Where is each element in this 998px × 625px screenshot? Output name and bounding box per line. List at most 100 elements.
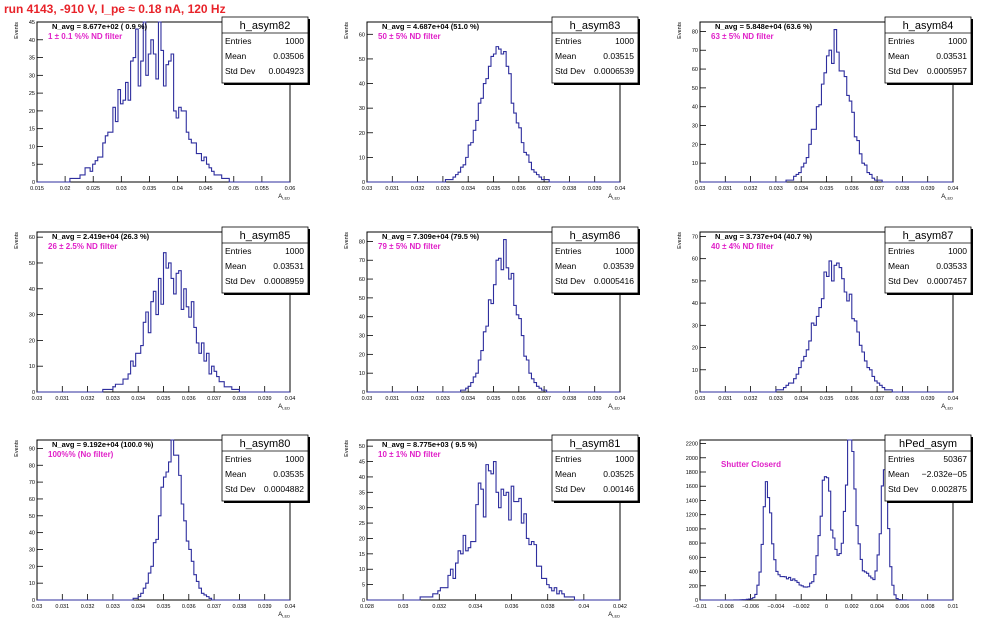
y-tick-label: 5 (32, 162, 35, 168)
stats-label: Mean (555, 469, 577, 479)
y-tick-label: 10 (359, 371, 365, 377)
histogram-panel-h_asym83: 0 10 20 30 40 50 60 0.03 0.031 0.032 0.033 0.034 0.0… (344, 16, 640, 201)
y-tick-label: 1600 (686, 484, 698, 490)
stats-label: Std Dev (888, 276, 919, 286)
y-tick-label: 10 (29, 581, 35, 587)
y-tick-label: 60 (359, 277, 365, 283)
stats-value: 0.0007457 (927, 276, 967, 286)
x-tick-label: 0.03 (32, 396, 43, 402)
stats-box (884, 434, 972, 502)
stats-value: 50367 (943, 454, 967, 464)
y-axis-label: Events (14, 22, 20, 39)
y-tick-label: 20 (359, 536, 365, 542)
x-axis-label-sub: LED (282, 406, 290, 411)
x-axis-label: ALED (278, 194, 290, 201)
stats-label: Mean (888, 261, 910, 271)
x-tick-label: 0.033 (769, 186, 783, 192)
y-tick-label: 5 (362, 583, 365, 589)
y-tick-label: 50 (359, 57, 365, 63)
y-tick-label: 70 (359, 258, 365, 264)
stats-value: 1000 (285, 454, 304, 464)
histogram-panel-hPed_asym: 0 200 400 600 800 1000 1200 1400 1600 1800 2000 220… (686, 434, 973, 610)
x-tick-label: 0.02 (60, 186, 71, 192)
y-tick-label: 20 (359, 352, 365, 358)
stats-label: Std Dev (555, 484, 586, 494)
stats-label: Mean (225, 469, 247, 479)
x-tick-label: 0.035 (820, 396, 834, 402)
stats-label: Mean (225, 51, 247, 61)
x-tick-label: 0.037 (537, 396, 551, 402)
x-tick-label: 0.035 (157, 396, 171, 402)
y-axis-label: Events (677, 232, 683, 249)
x-tick-label: 0.01 (948, 604, 959, 610)
navg-text: N_avg = 8.775e+03 ( 9.5 %) (382, 440, 478, 449)
histogram-line (367, 238, 620, 393)
stats-label: Mean (555, 51, 577, 61)
stats-label: Entries (225, 454, 251, 464)
x-tick-label: 0.037 (537, 186, 551, 192)
x-tick-label: 0.032 (744, 396, 758, 402)
filter-annotation: Shutter Closerd (721, 460, 781, 469)
x-tick-label: 0.004 (870, 604, 884, 610)
stats-value: 0.004923 (269, 66, 305, 76)
navg-text: N_avg = 9.192e+04 (100.0 %) (52, 440, 154, 449)
x-tick-label: 0.038 (896, 186, 910, 192)
x-tick-label: 0.038 (233, 604, 247, 610)
stats-label: Entries (555, 36, 581, 46)
x-tick-label: 0.038 (563, 186, 577, 192)
y-tick-label: 40 (692, 105, 698, 111)
y-tick-label: 2000 (686, 456, 698, 462)
x-tick-label: 0.035 (157, 604, 171, 610)
y-tick-label: 600 (689, 555, 698, 561)
x-tick-label: 0.055 (255, 186, 269, 192)
y-tick-label: 70 (692, 48, 698, 54)
y-tick-label: 30 (359, 334, 365, 340)
x-tick-label: 0.015 (30, 186, 44, 192)
y-tick-label: 60 (29, 235, 35, 241)
x-tick-label: −0.008 (717, 604, 734, 610)
x-tick-label: 0.033 (106, 604, 120, 610)
y-tick-label: 35 (359, 490, 365, 496)
y-tick-label: 30 (692, 124, 698, 130)
x-tick-label: 0.036 (512, 396, 526, 402)
stats-title: h_asym81 (570, 438, 621, 450)
stats-value: −2.032e−05 (922, 469, 968, 479)
stats-title: h_asym84 (903, 20, 954, 32)
y-tick-label: 45 (359, 460, 365, 466)
filter-annotation: 10 ± 1% ND filter (378, 450, 441, 459)
x-tick-label: 0.036 (845, 186, 859, 192)
y-tick-label: 10 (29, 364, 35, 370)
x-tick-label: 0.034 (461, 396, 475, 402)
y-tick-label: 20 (29, 564, 35, 570)
histogram-panel-h_asym86: 0 10 20 30 40 50 60 70 80 0.03 0.031 0.032 0.033 0.03… (344, 226, 640, 411)
navg-text: N_avg = 7.309e+04 (79.5 %) (382, 232, 480, 241)
stats-value: 0.03515 (603, 51, 634, 61)
stats-label: Entries (555, 246, 581, 256)
y-tick-label: 40 (29, 287, 35, 293)
y-tick-label: 45 (29, 20, 35, 26)
y-tick-label: 20 (29, 338, 35, 344)
y-tick-label: 40 (29, 38, 35, 44)
x-axis-label-sub: LED (612, 196, 620, 201)
filter-annotation: 63 ± 5% ND filter (711, 32, 774, 41)
y-tick-label: 800 (689, 541, 698, 547)
navg-text: N_avg = 8.677e+02 ( 0.9 %) (52, 22, 148, 31)
y-tick-label: 20 (359, 131, 365, 137)
x-tick-label: 0.036 (845, 396, 859, 402)
x-tick-label: 0.032 (432, 604, 446, 610)
x-tick-label: 0.031 (718, 396, 732, 402)
stats-label: Mean (888, 51, 910, 61)
y-tick-label: 30 (29, 73, 35, 79)
stats-value: 0.0005416 (594, 276, 634, 286)
y-tick-label: 0 (32, 598, 35, 604)
stats-box (884, 16, 972, 84)
x-tick-label: 0.06 (285, 186, 296, 192)
x-tick-label: 0.031 (55, 396, 69, 402)
x-tick-label: 0.037 (870, 186, 884, 192)
y-tick-label: 40 (359, 475, 365, 481)
y-tick-label: 60 (692, 257, 698, 263)
x-tick-label: 0.032 (411, 186, 425, 192)
y-tick-label: 1000 (686, 527, 698, 533)
x-tick-label: 0.035 (487, 396, 501, 402)
stats-value: 0.03506 (273, 51, 304, 61)
